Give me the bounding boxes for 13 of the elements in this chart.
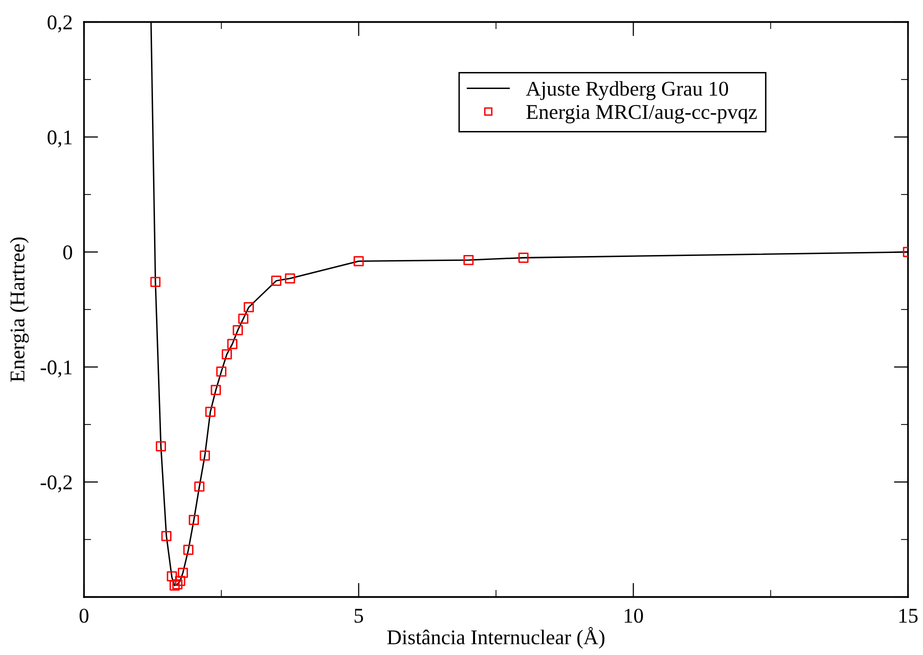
legend-label: Ajuste Rydberg Grau 10 xyxy=(526,81,728,100)
y-tick-label: -0,1 xyxy=(40,360,72,378)
y-axis-title: Energia (Hartree) xyxy=(10,237,29,382)
x-axis-title: Distância Internuclear (Å) xyxy=(387,627,604,649)
y-tick-label: 0,2 xyxy=(48,15,72,32)
x-tick-label: 15 xyxy=(899,608,918,623)
legend-label: Energia MRCI/aug-cc-pvqz xyxy=(526,105,757,124)
x-tick-label: 10 xyxy=(624,608,643,623)
y-tick-label: 0,1 xyxy=(48,130,72,148)
x-tick-label: 5 xyxy=(354,608,364,623)
y-tick-label: 0 xyxy=(63,245,72,260)
y-tick-label: -0,2 xyxy=(40,475,72,492)
x-tick-label: 0 xyxy=(80,608,88,623)
